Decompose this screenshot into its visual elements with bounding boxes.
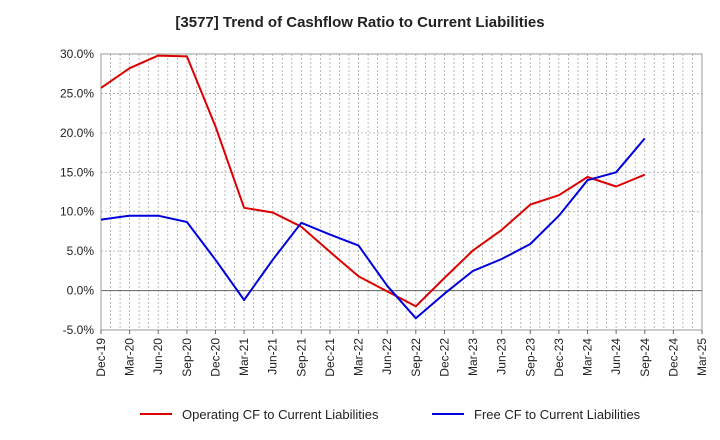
- y-tick-label: 30.0%: [60, 47, 94, 61]
- y-tick-label: 10.0%: [60, 205, 94, 219]
- x-tick-label: Mar-23: [466, 338, 480, 376]
- legend-label-2: Free CF to Current Liabilities: [474, 407, 641, 422]
- x-tick-label: Mar-24: [581, 338, 595, 376]
- x-tick-label: Mar-20: [123, 338, 137, 376]
- plot-area: [100, 53, 703, 331]
- y-tick-label: -5.0%: [63, 323, 95, 337]
- x-tick-label: Jun-24: [609, 338, 623, 375]
- x-tick-label: Jun-23: [495, 338, 509, 375]
- y-tick-label: 15.0%: [60, 165, 94, 179]
- x-tick-label: Jun-22: [380, 338, 394, 375]
- x-tick-label: Sep-22: [409, 338, 423, 377]
- x-tick-label: Mar-22: [352, 338, 366, 376]
- y-tick-label: 20.0%: [60, 126, 94, 140]
- y-tick-label: 5.0%: [67, 244, 95, 258]
- series-line-1: [100, 54, 646, 308]
- x-tick-label: Mar-25: [695, 338, 709, 376]
- x-tick-label: Sep-20: [180, 338, 194, 377]
- x-tick-label: Sep-21: [294, 338, 308, 377]
- grid: [101, 54, 702, 330]
- y-tick-label: 25.0%: [60, 86, 94, 100]
- x-tick-label: Dec-19: [94, 338, 108, 377]
- x-tick-label: Dec-21: [323, 338, 337, 377]
- y-tick-label: 0.0%: [67, 284, 95, 298]
- x-tick-label: Jun-20: [151, 338, 165, 375]
- x-tick-label: Sep-23: [523, 338, 537, 377]
- x-tick-label: Mar-21: [237, 338, 251, 376]
- x-tick-label: Dec-23: [552, 338, 566, 377]
- y-axis: 30.0% 25.0% 20.0% 15.0% 10.0% 5.0% 0.0% -5.0%: [60, 47, 94, 337]
- x-tick-label: Dec-20: [208, 338, 222, 377]
- x-tick-label: Jun-21: [266, 338, 280, 375]
- x-tick-label: Dec-22: [437, 338, 451, 377]
- legend: Operating CF to Current Liabilities Free …: [140, 407, 641, 422]
- legend-label-1: Operating CF to Current Liabilities: [182, 407, 379, 422]
- series: [100, 54, 646, 320]
- x-tick-label: Dec-24: [666, 338, 680, 377]
- series-line-2: [100, 137, 646, 320]
- x-tick-label: Sep-24: [638, 338, 652, 377]
- x-axis: Dec-19 Mar-20 Jun-20 Sep-20 Dec-20 Mar-21 Jun-…: [94, 330, 709, 377]
- chart-title: [3577] Trend of Cashflow Ratio to Curren…: [175, 14, 545, 31]
